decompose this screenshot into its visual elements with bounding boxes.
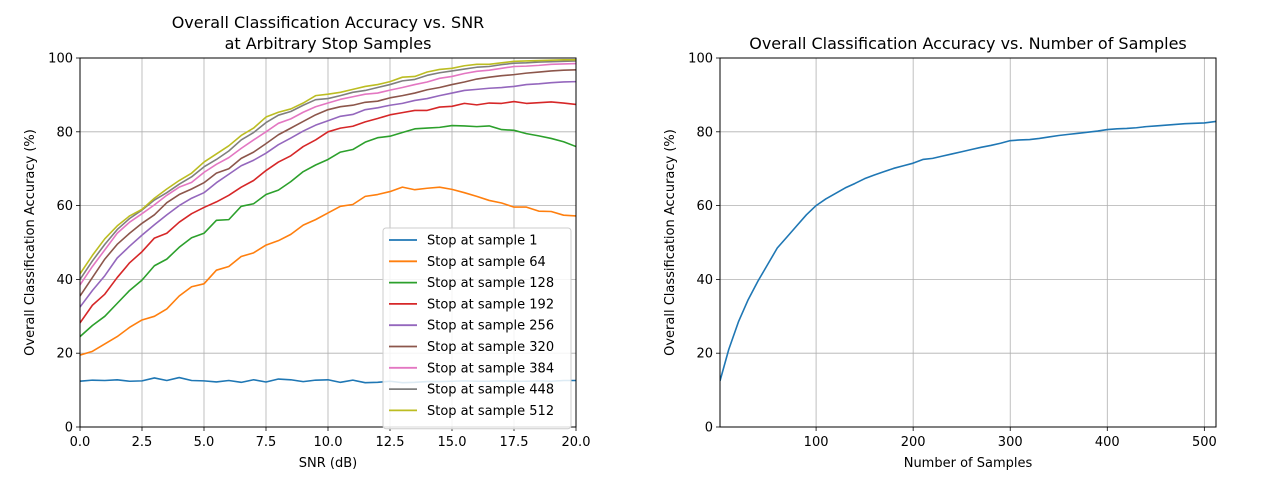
right-chart-title: Overall Classification Accuracy vs. Numb… [749, 34, 1187, 53]
left-y-tick-label: 40 [56, 273, 73, 288]
legend-label-6: Stop at sample 320 [427, 340, 554, 355]
left-y-tick-label: 0 [65, 421, 73, 436]
right-y-tick-label: 40 [696, 273, 713, 288]
right-x-tick-label: 400 [1095, 435, 1120, 450]
left-x-tick-label: 12.5 [376, 435, 405, 450]
right-ticks: 100 200 300 400 500 0 20 40 60 80 100 [688, 52, 1217, 451]
left-x-tick-label: 15.0 [438, 435, 467, 450]
left-series-line-8 [80, 60, 576, 280]
left-x-tick-label: 2.5 [132, 435, 153, 450]
right-y-tick-label: 20 [696, 347, 713, 362]
right-x-tick-label: 100 [804, 435, 829, 450]
left-legend: Stop at sample 1 Stop at sample 64 Stop at… [382, 227, 572, 430]
left-chart-title: Overall Classification Accuracy vs. SNR a… [172, 13, 485, 53]
right-series-group [720, 120, 1216, 382]
left-series-line-7 [80, 62, 576, 286]
left-x-tick-label: 0.0 [70, 435, 91, 450]
left-title-line: at Arbitrary Stop Samples [225, 34, 432, 53]
left-x-tick-label: 10.0 [314, 435, 343, 450]
right-y-tick-label: 0 [705, 421, 713, 436]
left-series-line-2 [80, 186, 576, 356]
right-y-tick-label: 100 [688, 52, 713, 67]
left-series-line-5 [80, 80, 576, 308]
left-series-line-3 [80, 124, 576, 338]
right-y-axis-label: Overall Classification Accuracy (%) [663, 129, 678, 356]
legend-label-3: Stop at sample 128 [427, 276, 554, 291]
left-y-tick-label: 60 [56, 199, 73, 214]
left-x-tick-label: 17.5 [500, 435, 529, 450]
legend-label-2: Stop at sample 64 [427, 255, 546, 270]
right-plot-frame [719, 57, 1217, 428]
legend-label-4: Stop at sample 192 [427, 297, 554, 312]
left-y-axis-label: Overall Classification Accuracy (%) [23, 129, 38, 356]
left-series-group [80, 59, 576, 384]
left-x-tick-label: 7.5 [256, 435, 277, 450]
left-x-tick-label: 20.0 [562, 435, 591, 450]
left-x-axis-label: SNR (dB) [299, 456, 357, 471]
legend-label-9: Stop at sample 512 [427, 404, 554, 419]
left-title-line: Overall Classification Accuracy vs. SNR [172, 13, 485, 32]
right-x-tick-label: 200 [901, 435, 926, 450]
left-series-line-6 [80, 69, 576, 297]
left-y-tick-label: 80 [56, 125, 73, 140]
right-x-axis-label: Number of Samples [904, 456, 1033, 471]
right-x-tick-label: 500 [1192, 435, 1217, 450]
right-series-line-1 [720, 120, 1216, 382]
legend-label-8: Stop at sample 448 [427, 383, 554, 398]
snr-accuracy-chart: 0.0 2.5 5.0 7.5 10.0 12.5 15.0 17.5 20.0 0 20 40 60 8… [23, 13, 590, 471]
left-y-tick-label: 20 [56, 347, 73, 362]
left-ticks: 0.0 2.5 5.0 7.5 10.0 12.5 15.0 17.5 20.0 0 20 40 60 8… [48, 52, 590, 451]
samples-accuracy-chart: 100 200 300 400 500 0 20 40 60 80 100 Overall Clas… [663, 34, 1217, 471]
right-y-tick-label: 60 [696, 199, 713, 214]
legend-label-5: Stop at sample 256 [427, 319, 554, 334]
right-y-tick-label: 80 [696, 125, 713, 140]
left-series-line-4 [80, 100, 576, 324]
left-x-tick-label: 5.0 [194, 435, 215, 450]
legend-label-1: Stop at sample 1 [427, 234, 538, 249]
right-x-tick-label: 300 [998, 435, 1023, 450]
legend-box [382, 227, 572, 430]
left-y-tick-label: 100 [48, 52, 73, 67]
left-series-line-9 [80, 59, 576, 275]
legend-label-7: Stop at sample 384 [427, 361, 554, 376]
